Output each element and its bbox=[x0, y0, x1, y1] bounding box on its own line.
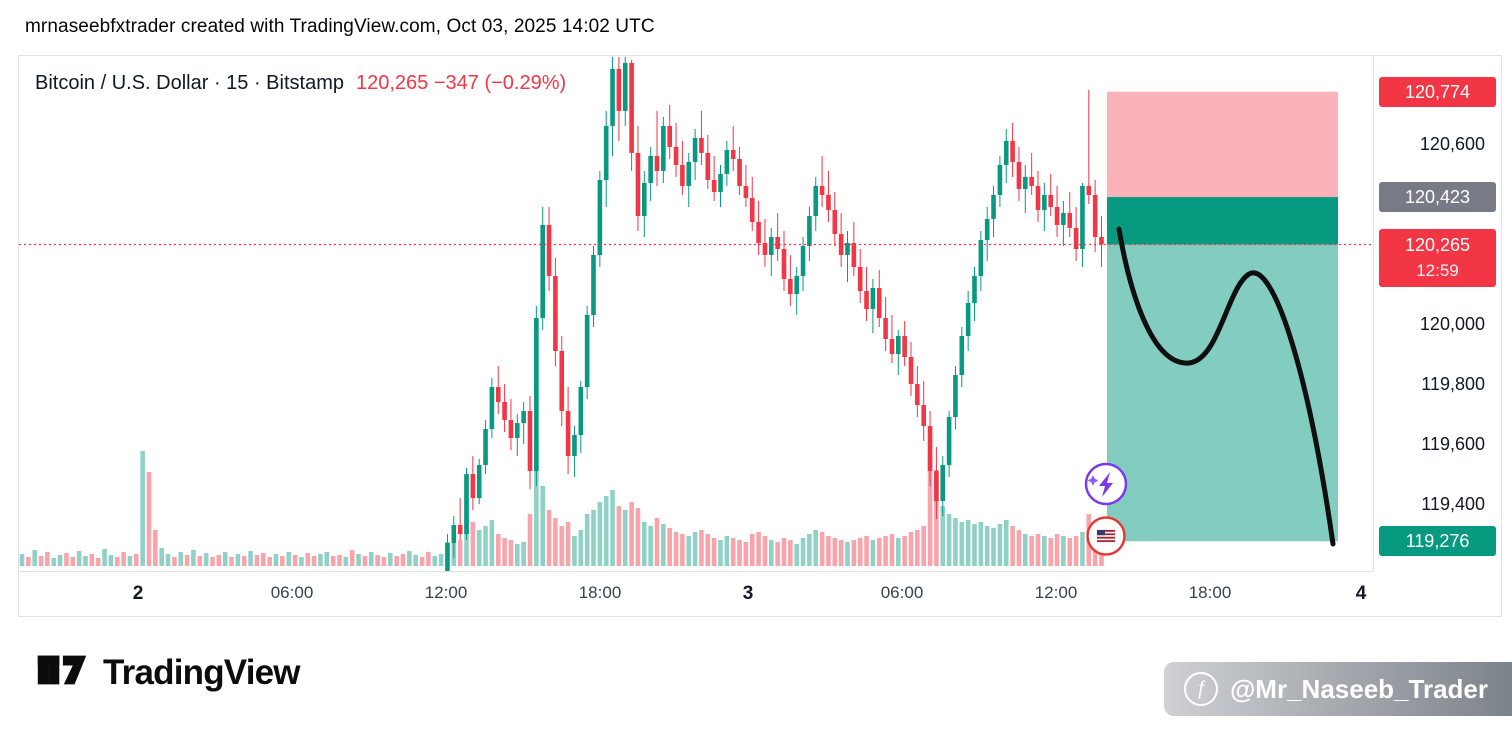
price-tick: 119,800 bbox=[1421, 374, 1485, 395]
chart-region: Bitcoin / U.S. Dollar · 15 · Bitstamp 120… bbox=[18, 55, 1502, 617]
volume-layer bbox=[19, 442, 1104, 566]
price-tick: 119,600 bbox=[1421, 434, 1485, 455]
legend-price-change: 120,265 −347 (−0.29%) bbox=[355, 72, 567, 94]
tradingview-mark-icon bbox=[36, 650, 88, 695]
price-pane-svg[interactable] bbox=[19, 56, 1373, 571]
tradingview-wordmark: TradingView bbox=[103, 652, 301, 692]
price-pane[interactable]: Bitcoin / U.S. Dollar · 15 · Bitstamp 120… bbox=[19, 56, 1373, 571]
time-label: 12:00 bbox=[1034, 583, 1078, 602]
price-axis[interactable]: 120,600 120,000 119,800 119,600 119,400 120,7… bbox=[1373, 56, 1501, 571]
event-markers bbox=[1084, 462, 1128, 556]
time-label: 2 bbox=[132, 583, 144, 604]
symbol-title: Bitcoin / U.S. Dollar · 15 · Bitstamp bbox=[35, 72, 344, 94]
us-flag-icon bbox=[1096, 529, 1116, 543]
trader-handle: @Mr_Naseeb_Trader bbox=[1229, 673, 1488, 704]
projection-arrow-layer[interactable] bbox=[1116, 226, 1336, 547]
trader-logo-icon: ƒ bbox=[1183, 672, 1218, 706]
price-badge-last: 120,265 12:59 bbox=[1379, 229, 1496, 288]
price-tick: 119,400 bbox=[1421, 494, 1485, 515]
time-label: 06:00 bbox=[270, 583, 314, 602]
time-label: 4 bbox=[1355, 583, 1367, 604]
time-label: 06:00 bbox=[880, 583, 924, 602]
price-badge-stop: 120,774 bbox=[1379, 76, 1496, 107]
price-tick: 120,000 bbox=[1419, 314, 1485, 334]
position-tool-layer[interactable] bbox=[1107, 91, 1338, 542]
flash-event-icon[interactable] bbox=[1084, 462, 1128, 506]
price-tick: 120,600 bbox=[1419, 133, 1485, 154]
tradingview-logo[interactable]: TradingView bbox=[36, 650, 301, 695]
candle-countdown: 12:59 bbox=[1416, 261, 1459, 281]
symbol-legend[interactable]: Bitcoin / U.S. Dollar · 15 · Bitstamp 120… bbox=[35, 72, 566, 95]
trader-watermark: ƒ @Mr_Naseeb_Trader bbox=[1163, 662, 1512, 716]
candle-layer bbox=[445, 56, 1104, 571]
attribution-text: mrnaseebfxtrader created with TradingVie… bbox=[25, 16, 655, 37]
time-label: 18:00 bbox=[578, 583, 622, 602]
us-flag-event-icon[interactable] bbox=[1086, 516, 1126, 556]
time-label: 12:00 bbox=[424, 583, 468, 602]
time-label: 3 bbox=[742, 583, 754, 604]
price-badge-entry: 120,423 bbox=[1379, 182, 1496, 213]
price-badge-target: 119,276 bbox=[1379, 526, 1496, 557]
time-label: 18:00 bbox=[1188, 583, 1232, 602]
time-axis[interactable]: 2 06:00 12:00 18:00 3 06:00 12:00 18:00 4 bbox=[19, 571, 1373, 616]
